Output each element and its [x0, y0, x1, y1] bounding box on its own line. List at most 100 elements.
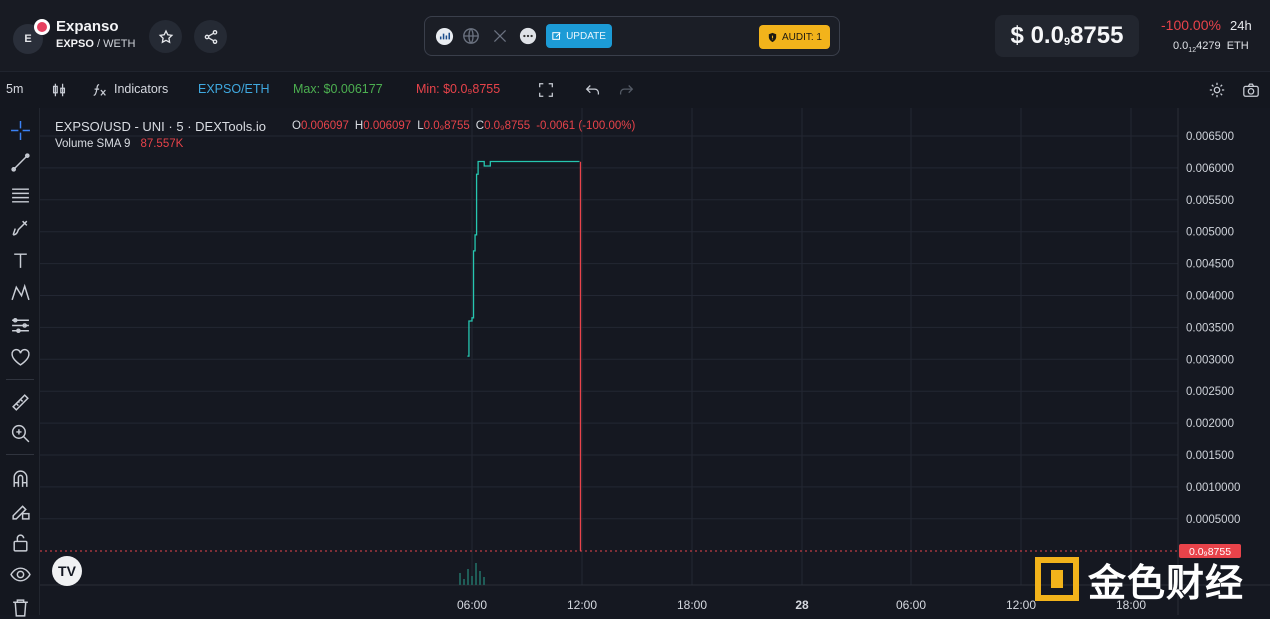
screenshot-button[interactable]	[1240, 79, 1262, 101]
pair-switch[interactable]: EXPSO/ETH	[198, 82, 270, 96]
share-button[interactable]	[194, 20, 227, 53]
y-tick-label: 0.0005000	[1186, 514, 1240, 526]
ohlc-o-value: 0.006097	[300, 120, 349, 132]
hide-drawings-tool[interactable]	[8, 562, 32, 586]
chart-legend-title: EXPSO/USD - UNI · 5 · DEXTools.io	[55, 119, 266, 134]
crosshair-tool[interactable]	[8, 118, 32, 142]
ohlc-c-value: 0.0₉8755	[484, 120, 531, 132]
magnet-tool[interactable]	[8, 466, 32, 490]
pattern-icon	[10, 283, 30, 300]
volume-label: Volume SMA 9	[55, 138, 131, 150]
price-chart[interactable]: 06:00 12:00 18:00 28 06:00 12:00 18:00 0.006500…	[40, 108, 1270, 615]
tradingview-logo[interactable]: TV	[52, 556, 82, 586]
website-link[interactable]	[461, 26, 481, 46]
trash-icon	[12, 598, 28, 617]
token-name: Expanso	[56, 18, 119, 35]
watermark-text: 金色财经	[1088, 560, 1245, 605]
audit-button[interactable]: AUDIT: 1	[759, 25, 830, 49]
volume-bar	[459, 573, 461, 585]
eth-zero-count: 12	[1188, 47, 1197, 55]
volume-bar	[463, 579, 465, 585]
tools-divider	[6, 454, 34, 455]
y-tick-label: 0.004000	[1186, 291, 1234, 303]
delete-drawings-tool[interactable]	[8, 595, 32, 619]
measure-tool[interactable]	[8, 390, 32, 414]
share-icon	[204, 29, 217, 44]
zoom-tool[interactable]	[8, 421, 32, 445]
dextools-chart-link[interactable]	[434, 26, 454, 46]
eth-prefix: 0.0	[1173, 40, 1189, 52]
twitter-x-link[interactable]	[490, 26, 510, 46]
fullscreen-icon	[539, 83, 553, 97]
fib-lines-icon	[11, 187, 29, 203]
ohlc-h-key: H	[354, 120, 364, 132]
redo-icon	[619, 85, 634, 95]
globe-icon	[463, 28, 479, 44]
x-tick-label: 12:00	[1006, 598, 1036, 612]
audit-label: AUDIT: 1	[781, 31, 822, 43]
gear-icon	[1209, 82, 1225, 98]
y-tick-label: 0.003000	[1186, 354, 1234, 366]
chart-logo-icon	[435, 27, 453, 45]
volume-legend: Volume SMA 9 87.557K	[55, 138, 183, 150]
star-icon	[158, 28, 173, 43]
eye-icon	[9, 566, 31, 582]
favorites-tool[interactable]	[8, 345, 32, 369]
max-price: Max: $0.006177	[293, 82, 383, 96]
projection-tool[interactable]	[8, 313, 32, 337]
volume-bar	[475, 563, 477, 585]
update-label: UPDATE	[566, 30, 606, 42]
shield-icon	[768, 32, 777, 42]
price-zero-count: 9	[1063, 36, 1071, 48]
brush-tool[interactable]	[8, 215, 32, 239]
last-price-label: 0.0₉8755	[1189, 546, 1231, 558]
edit-icon	[552, 32, 561, 40]
settings-button[interactable]	[1206, 79, 1228, 101]
more-links-button[interactable]	[518, 26, 538, 46]
text-tool[interactable]	[8, 248, 32, 272]
y-tick-label: 0.006500	[1186, 131, 1234, 143]
watermark-logo-icon	[1035, 557, 1079, 601]
candles-icon	[52, 83, 66, 97]
fullscreen-button[interactable]	[535, 79, 557, 101]
ohlc-l-value: 0.0₉8755	[423, 120, 470, 132]
x-tick-label: 06:00	[457, 598, 487, 612]
y-tick-label: 0.004500	[1186, 259, 1234, 271]
eth-price: 0.0124279 ETH	[1173, 40, 1249, 54]
price-chart-canvas[interactable]: 06:00 12:00 18:00 28 06:00 12:00 18:00 0.006500…	[40, 108, 1270, 615]
pattern-tool[interactable]	[8, 280, 32, 304]
volume-value: 87.557K	[140, 138, 184, 150]
projection-icon	[11, 317, 29, 333]
update-button[interactable]: UPDATE	[546, 24, 612, 48]
indicators-icon-button[interactable]	[89, 79, 111, 101]
y-tick-label: 0.001500	[1186, 450, 1234, 462]
undo-button[interactable]	[582, 79, 604, 101]
y-tick-label: 0.005500	[1186, 195, 1234, 207]
fib-tool[interactable]	[8, 183, 32, 207]
drawing-tools-panel	[0, 108, 40, 617]
volume-bar	[483, 577, 485, 585]
interval-selector[interactable]: 5m	[6, 82, 24, 96]
x-tick-label: 28	[795, 598, 809, 612]
price-series-line	[467, 160, 580, 357]
ohlc-readout: O0.006097 H0.006097 L0.0₉8755 C0.0₉8755 -0.0…	[292, 120, 641, 132]
usd-price: $ 0.0 9 8755	[995, 15, 1139, 57]
indicators-button[interactable]: Indicators	[114, 82, 169, 96]
trendline-tool[interactable]	[8, 150, 32, 174]
fx-icon	[93, 83, 106, 97]
volume-bar	[467, 569, 469, 585]
redo-button[interactable]	[615, 79, 637, 101]
tools-divider	[6, 379, 34, 380]
lock-drawing-tool[interactable]	[8, 498, 32, 522]
favorite-button[interactable]	[149, 20, 182, 53]
y-tick-label: 0.0010000	[1186, 482, 1240, 494]
change-period: 24h	[1230, 18, 1252, 33]
chart-type-button[interactable]	[48, 79, 70, 101]
lock-tool[interactable]	[8, 530, 32, 554]
last-price-tag	[1179, 544, 1241, 558]
x-tick-label: 06:00	[896, 598, 926, 612]
ohlc-h-value: 0.006097	[363, 120, 412, 132]
price-prefix: $ 0.0	[1010, 22, 1064, 49]
ohlc-o-key: O	[292, 120, 301, 132]
volume-bar	[479, 571, 481, 585]
